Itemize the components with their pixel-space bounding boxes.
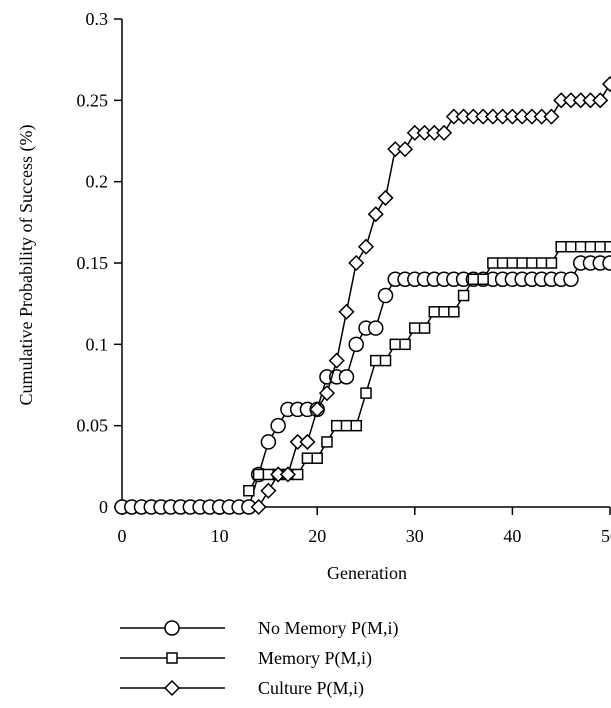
data-point-diamond — [250, 498, 267, 516]
data-point-circle — [368, 320, 384, 336]
data-point-square — [350, 419, 362, 432]
legend-marker-diamond — [163, 679, 181, 697]
data-point-square — [516, 257, 528, 269]
series-group — [114, 76, 611, 516]
x-tick-label: 0 — [118, 526, 127, 546]
legend-item: Memory P(M,i) — [120, 648, 372, 669]
data-point-square — [389, 338, 402, 351]
data-point-diamond — [328, 352, 345, 369]
series-circle — [114, 255, 611, 515]
ticks-group: 0 0.05 0.1 0.15 0.2 0.25 0.3 0 10 20 30 40 50 — [77, 9, 611, 546]
data-point-square — [457, 289, 470, 302]
data-point-square — [487, 257, 499, 269]
data-point-square — [252, 468, 265, 481]
data-point-square — [428, 306, 441, 318]
data-point-square — [379, 354, 392, 367]
data-point-diamond — [279, 466, 296, 483]
data-point-diamond — [348, 254, 365, 272]
data-point-square — [506, 257, 519, 269]
series-square — [243, 240, 611, 497]
y-tick-label: 0.15 — [77, 253, 109, 273]
data-point-circle — [377, 287, 394, 304]
data-point-diamond — [543, 108, 560, 125]
legend-label: Memory P(M,i) — [258, 648, 372, 669]
legend-marker-square — [166, 652, 178, 664]
data-point-square — [448, 306, 460, 318]
data-point-diamond — [396, 141, 414, 158]
data-point-diamond — [338, 303, 355, 320]
data-point-square — [584, 240, 597, 253]
data-point-square — [574, 240, 587, 253]
legend-item: Culture P(M,i) — [120, 678, 364, 699]
y-tick-label: 0.05 — [77, 416, 109, 436]
legend-label: No Memory P(M,i) — [258, 618, 399, 639]
data-point-square — [496, 257, 509, 269]
data-point-square — [360, 387, 372, 399]
data-point-square — [467, 273, 480, 286]
data-point-square — [243, 484, 255, 497]
data-point-square — [321, 436, 333, 448]
data-point-circle — [260, 434, 277, 450]
legend: No Memory P(M,i) Memory P(M,i) Culture P(M… — [120, 618, 399, 699]
data-point-square — [409, 322, 421, 334]
series-diamond — [250, 76, 611, 516]
data-point-square — [418, 322, 431, 334]
data-point-square — [604, 240, 611, 253]
data-point-square — [526, 257, 538, 269]
data-point-square — [555, 240, 567, 253]
x-tick-label: 10 — [211, 526, 229, 546]
data-point-diamond — [367, 206, 384, 223]
data-point-square — [438, 306, 450, 318]
data-point-diamond — [309, 401, 326, 418]
y-tick-label: 0.3 — [86, 9, 109, 29]
y-tick-label: 0.1 — [86, 334, 109, 354]
data-point-square — [301, 452, 314, 464]
data-point-square — [399, 338, 411, 351]
data-point-square — [535, 257, 548, 269]
x-tick-label: 30 — [406, 526, 424, 546]
legend-label: Culture P(M,i) — [258, 678, 364, 699]
y-tick-label: 0.25 — [77, 90, 109, 110]
data-point-circle — [348, 336, 364, 353]
legend-marker-circle — [164, 620, 180, 636]
data-point-square — [477, 273, 489, 286]
series-line — [122, 262, 610, 508]
data-point-circle — [270, 417, 286, 434]
x-tick-label: 20 — [308, 526, 326, 546]
legend-item: No Memory P(M,i) — [120, 618, 399, 639]
data-point-square — [311, 452, 323, 464]
y-tick-label: 0 — [99, 497, 108, 517]
data-point-diamond — [436, 124, 453, 141]
data-point-circle — [563, 271, 579, 288]
y-tick-label: 0.2 — [86, 172, 109, 192]
data-point-square — [594, 240, 606, 253]
data-point-square — [370, 354, 382, 367]
data-point-diamond — [601, 76, 611, 93]
x-axis-title: Generation — [327, 563, 407, 583]
x-tick-label: 40 — [503, 526, 521, 546]
data-point-circle — [338, 369, 355, 385]
data-point-diamond — [260, 482, 277, 499]
data-point-diamond — [377, 189, 394, 206]
y-axis-title: Cumulative Probability of Success (%) — [16, 125, 37, 406]
data-point-circle — [602, 255, 611, 271]
x-tick-label: 50 — [601, 526, 611, 546]
data-point-diamond — [318, 385, 336, 402]
data-point-square — [565, 240, 577, 253]
data-point-diamond — [592, 92, 609, 109]
data-point-diamond — [357, 238, 375, 255]
data-point-square — [330, 419, 343, 432]
data-point-square — [340, 419, 353, 432]
data-point-diamond — [299, 433, 316, 450]
data-point-square — [545, 257, 558, 269]
